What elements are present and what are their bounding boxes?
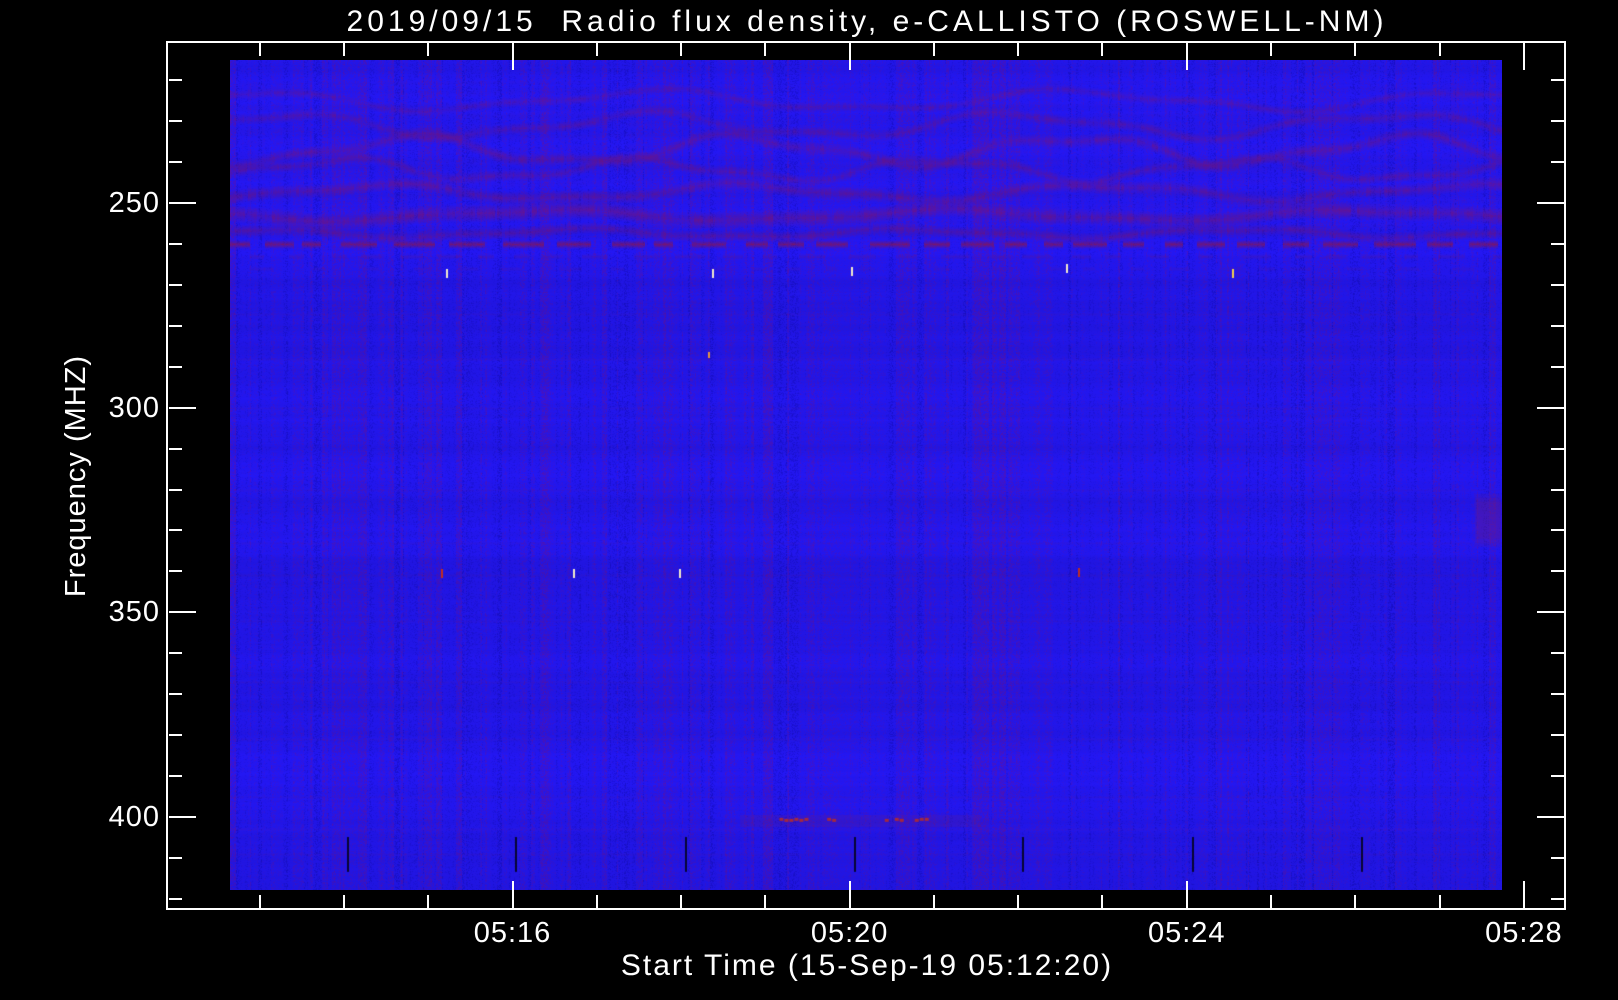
tick-mark <box>169 570 182 572</box>
tick-mark <box>169 489 182 491</box>
tick-mark <box>1439 43 1441 56</box>
tick-mark <box>1551 366 1564 368</box>
tick-mark <box>1017 895 1019 908</box>
tick-mark <box>680 43 682 56</box>
tick-mark <box>169 816 196 818</box>
tick-mark <box>1551 898 1564 900</box>
x-tick-label: 05:16 <box>473 917 552 949</box>
tick-mark <box>169 284 182 286</box>
tick-mark <box>1551 570 1564 572</box>
spectrogram-image <box>230 60 1502 890</box>
x-tick-label: 05:24 <box>1147 917 1226 949</box>
tick-mark <box>1523 43 1525 70</box>
tick-mark <box>1551 448 1564 450</box>
tick-mark <box>1551 161 1564 163</box>
x-tick-label: 05:20 <box>810 917 889 949</box>
tick-mark <box>1551 120 1564 122</box>
tick-mark <box>1537 611 1564 613</box>
tick-mark <box>169 202 196 204</box>
tick-mark <box>169 120 182 122</box>
tick-mark <box>1537 816 1564 818</box>
tick-mark <box>259 895 261 908</box>
tick-mark <box>933 895 935 908</box>
x-axis-title: Start Time (15-Sep-19 05:12:20) <box>620 949 1114 982</box>
tick-mark <box>169 243 182 245</box>
tick-mark <box>1551 693 1564 695</box>
tick-mark <box>1551 243 1564 245</box>
tick-mark <box>1551 284 1564 286</box>
tick-mark <box>169 857 182 859</box>
y-tick-label: 350 <box>108 596 160 629</box>
tick-mark <box>1551 734 1564 736</box>
tick-mark <box>169 79 182 81</box>
tick-mark <box>1270 895 1272 908</box>
tick-mark <box>169 529 182 531</box>
tick-mark <box>1551 652 1564 654</box>
tick-mark <box>169 161 182 163</box>
y-tick-label: 300 <box>108 391 160 424</box>
tick-mark <box>1537 202 1564 204</box>
tick-mark <box>1101 895 1103 908</box>
tick-mark <box>343 43 345 56</box>
tick-mark <box>596 43 598 56</box>
tick-mark <box>1551 489 1564 491</box>
tick-mark <box>1270 43 1272 56</box>
tick-mark <box>1551 325 1564 327</box>
tick-mark <box>1551 529 1564 531</box>
tick-mark <box>427 43 429 56</box>
tick-mark <box>169 448 182 450</box>
x-tick-label: 05:28 <box>1485 917 1563 949</box>
plot-frame <box>166 41 1566 910</box>
tick-mark <box>1354 895 1356 908</box>
tick-mark <box>169 693 182 695</box>
tick-mark <box>1537 407 1564 409</box>
tick-mark <box>1439 895 1441 908</box>
tick-mark <box>169 652 182 654</box>
tick-mark <box>933 43 935 56</box>
tick-mark <box>343 895 345 908</box>
tick-mark <box>1186 43 1188 70</box>
tick-mark <box>1017 43 1019 56</box>
tick-mark <box>169 775 182 777</box>
tick-mark <box>512 43 514 70</box>
tick-mark <box>259 43 261 56</box>
tick-mark <box>849 881 851 908</box>
tick-mark <box>1523 881 1525 908</box>
tick-mark <box>764 895 766 908</box>
tick-mark <box>427 895 429 908</box>
tick-mark <box>1186 881 1188 908</box>
tick-mark <box>1551 857 1564 859</box>
y-axis-title: Frequency (MHZ) <box>60 354 92 598</box>
y-tick-label: 400 <box>108 800 160 833</box>
tick-mark <box>680 895 682 908</box>
tick-mark <box>849 43 851 70</box>
tick-mark <box>169 611 196 613</box>
tick-mark <box>512 881 514 908</box>
tick-mark <box>764 43 766 56</box>
tick-mark <box>169 325 182 327</box>
tick-mark <box>1101 43 1103 56</box>
tick-mark <box>169 898 182 900</box>
tick-mark <box>1354 43 1356 56</box>
tick-mark <box>596 895 598 908</box>
y-tick-label: 250 <box>108 187 160 219</box>
tick-mark <box>169 734 182 736</box>
chart-title: 2019/09/15 Radio flux density, e-CALLIST… <box>346 5 1388 38</box>
tick-mark <box>169 366 182 368</box>
tick-mark <box>1551 79 1564 81</box>
tick-mark <box>1551 775 1564 777</box>
tick-mark <box>169 407 196 409</box>
